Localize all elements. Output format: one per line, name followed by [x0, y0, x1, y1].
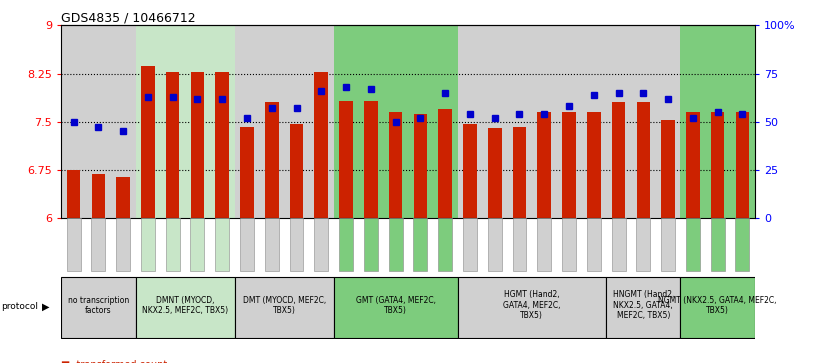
FancyBboxPatch shape [606, 277, 681, 338]
Bar [711, 112, 725, 218]
Text: no transcription
factors: no transcription factors [68, 295, 129, 315]
Text: NGMT (NKX2.5, GATA4, MEF2C,
TBX5): NGMT (NKX2.5, GATA4, MEF2C, TBX5) [659, 295, 777, 315]
FancyBboxPatch shape [334, 277, 458, 338]
Text: HGMT (Hand2,
GATA4, MEF2C,
TBX5): HGMT (Hand2, GATA4, MEF2C, TBX5) [503, 290, 561, 320]
Bar [562, 112, 576, 218]
Text: GMT (GATA4, MEF2C,
TBX5): GMT (GATA4, MEF2C, TBX5) [356, 295, 436, 315]
Bar [235, 25, 334, 218]
Bar [512, 127, 526, 218]
Text: ■  transformed count: ■ transformed count [61, 360, 167, 363]
Bar [735, 112, 749, 218]
Bar [661, 120, 675, 218]
FancyBboxPatch shape [135, 277, 235, 338]
Text: DMT (MYOCD, MEF2C,
TBX5): DMT (MYOCD, MEF2C, TBX5) [242, 295, 326, 315]
Bar [61, 25, 135, 218]
Bar [290, 123, 304, 218]
Bar [240, 127, 254, 218]
Bar [141, 66, 155, 218]
Bar [463, 123, 477, 218]
Bar [388, 112, 402, 218]
FancyBboxPatch shape [458, 277, 606, 338]
Text: protocol: protocol [1, 302, 38, 311]
Bar [438, 109, 452, 218]
Bar [587, 112, 601, 218]
Bar [364, 101, 378, 218]
Bar [334, 25, 458, 218]
Text: HNGMT (Hand2,
NKX2.5, GATA4,
MEF2C, TBX5): HNGMT (Hand2, NKX2.5, GATA4, MEF2C, TBX5… [613, 290, 674, 320]
Bar [91, 174, 105, 218]
Bar [166, 72, 180, 218]
FancyBboxPatch shape [681, 277, 755, 338]
Bar [606, 25, 681, 218]
Bar [612, 102, 625, 218]
Bar [686, 112, 699, 218]
Bar [339, 101, 353, 218]
FancyBboxPatch shape [61, 277, 135, 338]
Bar [135, 25, 234, 218]
Bar [636, 102, 650, 218]
Bar [414, 114, 428, 218]
Bar [314, 72, 328, 218]
Bar [458, 25, 606, 218]
Bar [67, 170, 81, 218]
Text: DMNT (MYOCD,
NKX2.5, MEF2C, TBX5): DMNT (MYOCD, NKX2.5, MEF2C, TBX5) [142, 295, 228, 315]
Text: ▶: ▶ [42, 302, 50, 311]
Bar [538, 112, 551, 218]
Bar [681, 25, 755, 218]
FancyBboxPatch shape [235, 277, 334, 338]
Bar [215, 72, 229, 218]
Text: GDS4835 / 10466712: GDS4835 / 10466712 [61, 11, 196, 24]
Bar [265, 102, 278, 218]
Bar [488, 128, 502, 218]
Bar [117, 178, 130, 218]
Bar [191, 72, 204, 218]
